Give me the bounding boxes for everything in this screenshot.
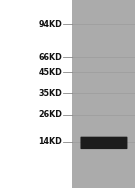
Text: 26KD: 26KD	[38, 110, 62, 119]
Text: 14KD: 14KD	[38, 137, 62, 146]
Text: 35KD: 35KD	[38, 89, 62, 98]
Text: 45KD: 45KD	[38, 68, 62, 77]
Text: 94KD: 94KD	[38, 20, 62, 29]
Bar	[72, 0, 135, 188]
FancyBboxPatch shape	[80, 137, 127, 149]
Text: 66KD: 66KD	[38, 53, 62, 62]
